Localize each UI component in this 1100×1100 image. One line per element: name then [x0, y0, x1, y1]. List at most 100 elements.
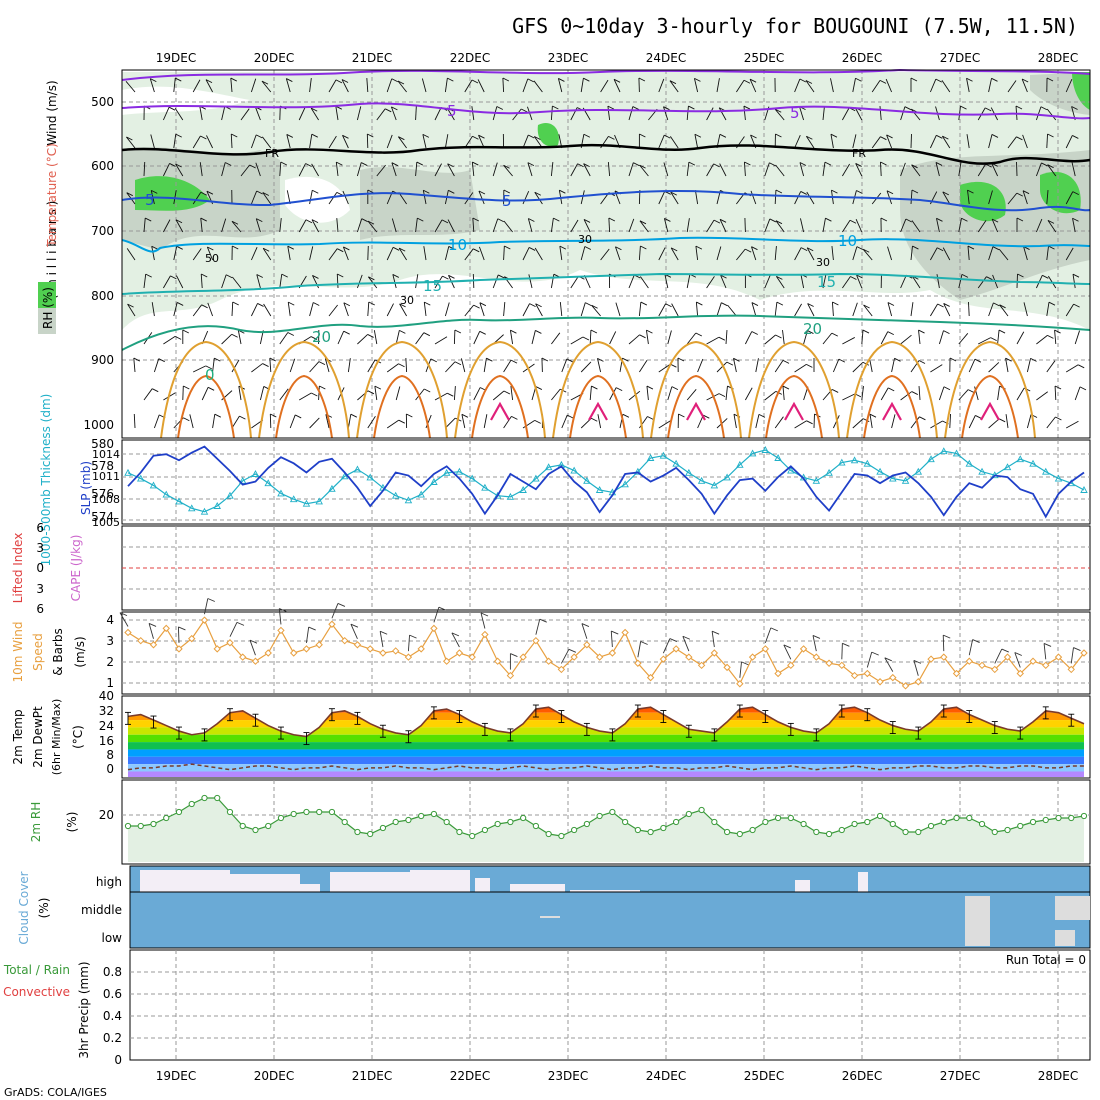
rh2m-panel: 20 2m RH (%) — [29, 779, 1091, 865]
wind-barb — [694, 134, 699, 149]
wind-barb — [749, 79, 757, 93]
wind-barb — [794, 78, 801, 93]
wind-barb — [852, 418, 864, 429]
thickness-point — [697, 476, 706, 484]
wind-barb — [287, 302, 291, 317]
wind-speed-point — [226, 639, 234, 647]
rh2m-point — [787, 814, 794, 822]
wind-barb — [1046, 190, 1049, 205]
rh2m-point — [864, 818, 871, 826]
low-cloud-patch — [1055, 896, 1090, 920]
y-tick-label: 2 — [106, 655, 114, 669]
y-tick-label: 600 — [91, 159, 114, 173]
wind-speed-point — [1054, 653, 1063, 661]
wind-barb-flag — [336, 161, 343, 166]
wind-barb — [900, 275, 907, 289]
surface-wind-barb-flag — [249, 639, 258, 644]
wind-barb — [1021, 78, 1028, 93]
rh2m-point — [660, 824, 667, 832]
wind-barb-flag — [1072, 273, 1080, 278]
wind-barb — [671, 303, 679, 317]
wind-barb — [162, 163, 170, 177]
wind-barb — [744, 331, 753, 345]
wind-barb-flag — [615, 246, 622, 251]
y-tick-label: 3 — [106, 634, 114, 648]
wind-speed-point — [430, 624, 438, 633]
rh2m-point — [1042, 816, 1049, 824]
thickness-point — [672, 459, 680, 467]
wind-barb — [205, 79, 213, 93]
wind-barb — [694, 190, 699, 205]
surface-wind-barb-flag — [568, 648, 577, 653]
wind-speed-point — [799, 645, 808, 653]
wind-barb — [309, 417, 320, 429]
wind-barb — [445, 417, 456, 429]
contour-label: 10 — [838, 232, 857, 250]
thickness-point — [723, 473, 731, 481]
wind-barb-flag — [1071, 106, 1078, 110]
wind-barb — [342, 135, 349, 149]
wind-barb-flag — [918, 360, 926, 364]
wind-barb — [695, 246, 699, 261]
wind-barb-flag — [1015, 105, 1023, 110]
thickness-point — [901, 476, 910, 484]
wind-barb-flag — [280, 161, 287, 166]
wind-barb — [911, 220, 921, 233]
wind-barb-flag — [528, 134, 535, 139]
wind-barb — [250, 134, 257, 149]
warm-contour-inner — [177, 374, 235, 439]
bottom-date-label: 20DEC — [254, 1069, 294, 1083]
wind-barb — [628, 274, 635, 289]
thickness-point — [430, 478, 438, 485]
rh2m-point — [749, 826, 756, 834]
wind-barb-flag — [310, 107, 318, 112]
wind-barb — [782, 386, 785, 401]
wind-barb — [1046, 108, 1057, 121]
wind-speed-point — [1042, 661, 1050, 670]
wind-barb-flag — [769, 218, 777, 223]
wind-barb — [615, 246, 621, 261]
wind-barb-flag — [367, 133, 374, 138]
wind-barb — [551, 388, 561, 401]
wind-barb-flag — [230, 77, 237, 82]
wind-barb-flag — [879, 79, 887, 84]
wind-barb — [309, 190, 313, 205]
wind-barb — [192, 304, 202, 317]
wind-barb — [580, 302, 586, 317]
wind-barb-flag — [341, 79, 349, 83]
thickness-point — [646, 454, 655, 461]
wind-barb-flag — [214, 357, 221, 362]
wind-barb-flag — [558, 78, 565, 82]
wind-barb — [1054, 330, 1057, 345]
surface-wind-barb — [812, 635, 817, 652]
wind-barb — [942, 247, 951, 261]
top-date-label: 21DEC — [352, 51, 392, 65]
wind-barb-flag — [984, 107, 992, 112]
wind-speed-point — [557, 665, 566, 674]
pressure-vgrid — [175, 440, 1059, 524]
thickness-point — [1003, 463, 1012, 471]
wind-barb-flag — [261, 80, 269, 85]
y-tick-label: 700 — [91, 224, 114, 238]
wind-barb-flag — [880, 136, 887, 141]
wind-barb — [374, 386, 378, 401]
wind-barb — [473, 387, 481, 401]
wind-barb — [900, 334, 912, 345]
thickness-point — [927, 455, 935, 463]
wind-barb — [434, 336, 448, 345]
wind-barb — [522, 78, 529, 93]
wind-barb-flag — [343, 330, 350, 335]
wind-barb — [716, 246, 722, 261]
li-tick: 6 — [36, 602, 44, 616]
warm-contour — [356, 340, 448, 439]
wind-barb — [830, 78, 834, 93]
surface-wind-barb — [177, 626, 180, 643]
wind-barb-flag — [368, 276, 375, 281]
wind-barb-flag — [262, 247, 270, 252]
wind-barb-flag — [744, 161, 751, 166]
wind-barb-flag — [305, 219, 313, 224]
wind-barb — [328, 79, 337, 93]
wind-barb-flag — [337, 248, 344, 253]
wind-barb-flag — [1046, 77, 1054, 82]
temp-panel: 40 32 24 16 8 0 2m Temp 2m DewPt (6hr Mi… — [11, 689, 1091, 779]
